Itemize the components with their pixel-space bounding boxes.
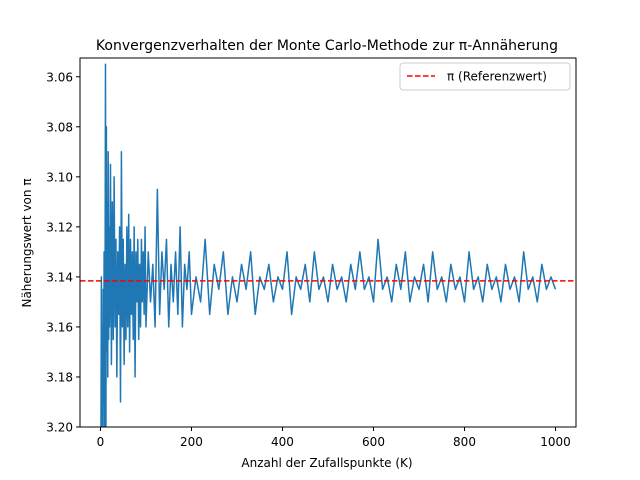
plot-area: [80, 58, 576, 427]
y-tick-label: 3.06: [46, 70, 73, 84]
x-axis-label: Anzahl der Zufallspunkte (K): [241, 456, 412, 470]
axes-layer: 0 200 400 600 800 1000 3.06 3.08 3.10 3.12 3.14 3.1…: [46, 70, 571, 449]
y-axis-label: Näherungswert von π: [20, 178, 34, 307]
chart-title: Konvergenzverhalten der Monte Carlo-Meth…: [96, 38, 558, 54]
y-tick-label: 3.20: [46, 421, 73, 435]
y-tick-label: 3.10: [46, 170, 73, 184]
x-tick-label: 600: [362, 435, 385, 449]
legend-label-reference: π (Referenzwert): [447, 70, 547, 84]
x-tick-label: 400: [271, 435, 294, 449]
x-tick-label: 0: [97, 435, 105, 449]
legend-box: [399, 62, 571, 91]
y-tick-label: 3.12: [46, 220, 73, 234]
x-tick-label: 200: [180, 435, 203, 449]
y-tick-label: 3.18: [46, 370, 73, 384]
x-tick-label: 800: [453, 435, 476, 449]
plot-frame: [79, 57, 577, 428]
y-tick-label: 3.08: [46, 120, 73, 134]
x-tick-label: 1000: [540, 435, 571, 449]
legend: π (Referenzwert): [399, 62, 571, 91]
series-line-estimate: [100, 63, 557, 427]
y-tick-label: 3.16: [46, 320, 73, 334]
data-layer: [80, 63, 576, 427]
y-tick-label: 3.14: [46, 270, 73, 284]
